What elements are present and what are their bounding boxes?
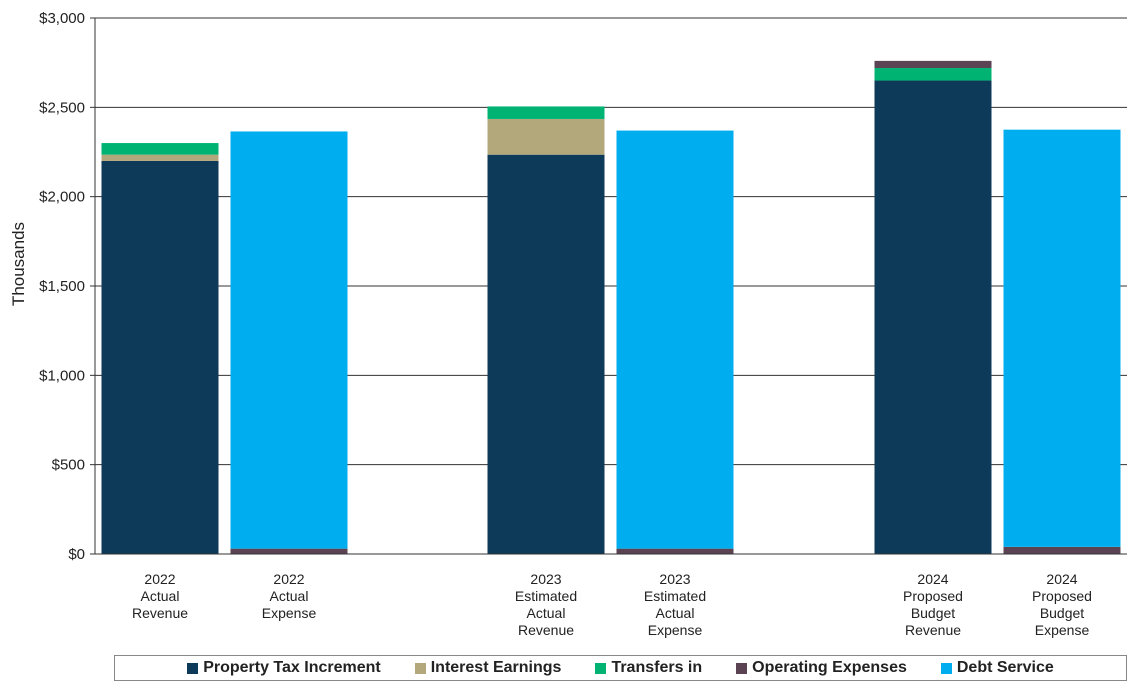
- legend-item: Interest Earnings: [414, 659, 562, 677]
- y-tick-label: $500: [52, 457, 85, 474]
- legend-label: Interest Earnings: [430, 659, 562, 676]
- category-label: 2023 Estimated Actual Revenue: [515, 571, 577, 638]
- bar-segment: [101, 160, 219, 554]
- axes: [90, 17, 1127, 555]
- y-tick-label: $0: [68, 546, 85, 563]
- legend-item: Transfers in: [595, 659, 702, 677]
- legend-item: Operating Expenses: [736, 659, 907, 677]
- legend-item: Property Tax Increment: [187, 659, 381, 677]
- category-label: 2022 Actual Revenue: [132, 571, 188, 621]
- bar-segment: [1003, 546, 1121, 554]
- legend-swatch: [187, 662, 199, 674]
- y-axis-label: Thousands: [9, 222, 28, 306]
- bar-segment: [874, 60, 992, 69]
- legend-swatch: [595, 662, 607, 674]
- y-tick-label: $2,500: [39, 99, 85, 116]
- bar-segment: [487, 106, 605, 119]
- legend-swatch: [940, 662, 952, 674]
- legend-label: Operating Expenses: [752, 659, 907, 676]
- category-label: 2023 Estimated Actual Expense: [644, 571, 706, 638]
- bar-segment: [874, 68, 992, 81]
- bar-segment: [487, 154, 605, 554]
- stacked-bar-chart: Thousands $0 $500 $1,000 $1,500 $2,000 $2,500…: [9, 10, 1127, 638]
- category-label: 2022 Actual Expense: [262, 571, 317, 621]
- legend-label: Property Tax Increment: [203, 659, 381, 676]
- y-tick-label: $2,000: [39, 189, 85, 206]
- y-tick-label: $3,000: [39, 10, 85, 27]
- y-tick-label: $1,000: [39, 367, 85, 384]
- legend: Property Tax Increment Interest Earnings T…: [114, 655, 1127, 681]
- legend-label: Debt Service: [956, 659, 1054, 676]
- bar-segment: [1003, 129, 1121, 547]
- bar-segment: [230, 548, 348, 554]
- y-tick-label: $1,500: [39, 278, 85, 295]
- y-tick-labels: $0 $500 $1,000 $1,500 $2,000 $2,500 $3,000: [39, 10, 85, 563]
- category-labels: 2022 Actual Revenue 2022 Actual Expense 2023 Es…: [132, 571, 1092, 638]
- bar-segment: [616, 548, 734, 554]
- bar-segment: [487, 118, 605, 155]
- legend-swatch: [414, 662, 426, 674]
- legend-label: Transfers in: [611, 659, 703, 676]
- bars: [101, 60, 1121, 555]
- category-label: 2024 Proposed Budget Expense: [1032, 571, 1092, 638]
- legend-item: Debt Service: [940, 659, 1054, 677]
- bar-segment: [230, 131, 348, 549]
- legend-swatch: [736, 662, 748, 674]
- bar-segment: [616, 130, 734, 549]
- bar-segment: [101, 154, 219, 161]
- category-label: 2024 Proposed Budget Revenue: [903, 571, 963, 638]
- bar-segment: [874, 80, 992, 555]
- bar-segment: [101, 143, 219, 155]
